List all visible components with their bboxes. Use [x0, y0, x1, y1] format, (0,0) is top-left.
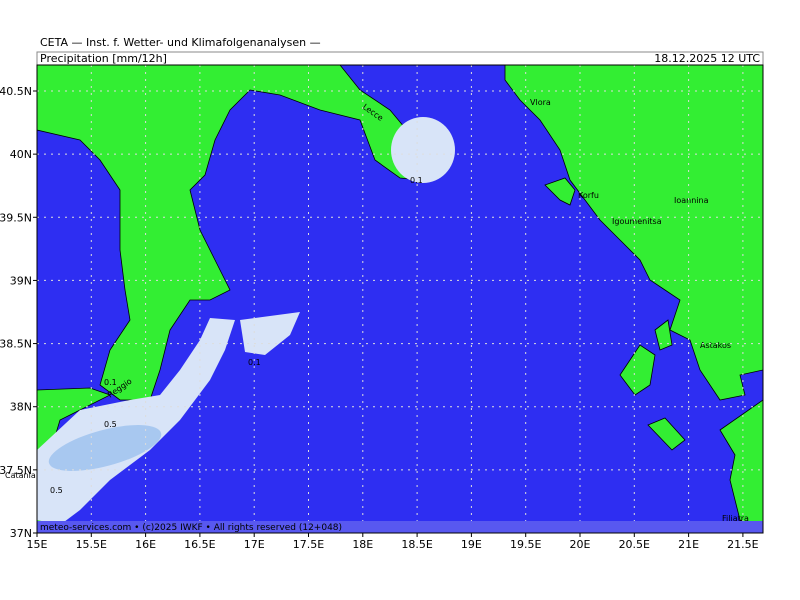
- italy: [36, 64, 421, 401]
- place-label: Vlora: [530, 98, 551, 107]
- lon-label: 19.5E: [510, 538, 541, 551]
- corfu: [544, 177, 576, 206]
- lon-label: 16E: [135, 538, 156, 551]
- lat-label: 38N: [10, 401, 32, 414]
- map-area: Lecce Vlora Korfu Igoumenitsa Ioannina A…: [5, 64, 764, 534]
- kefalonia: [619, 344, 656, 396]
- lat-label: 40.5N: [0, 85, 32, 98]
- contour-label: 0.1: [104, 378, 117, 387]
- lat-label: 37N: [10, 527, 32, 540]
- contour-label: 0.1: [248, 358, 261, 367]
- precip-area: [391, 117, 455, 183]
- lon-label: 19E: [461, 538, 482, 551]
- contour-label: 0.1: [410, 176, 423, 185]
- field-name: Precipitation [mm/12h]: [40, 52, 167, 65]
- place-label: Igoumenitsa: [612, 217, 662, 226]
- lon-label: 21.5E: [727, 538, 758, 551]
- place-label: Ioannina: [674, 196, 709, 205]
- contour-label: 0.5: [104, 420, 117, 429]
- lon-label: 15.5E: [76, 538, 107, 551]
- lon-label: 20.5E: [619, 538, 650, 551]
- lat-label: 38.5N: [0, 338, 32, 351]
- lon-label: 15E: [27, 538, 48, 551]
- lon-label: 18E: [352, 538, 373, 551]
- balkans: [504, 64, 764, 401]
- precip-area: [240, 312, 300, 355]
- lat-label: 39.5N: [0, 211, 32, 224]
- precip-area: [37, 318, 235, 525]
- place-label: Filiatra: [722, 514, 749, 523]
- map-frame: [36, 64, 764, 534]
- lefkada: [654, 319, 673, 351]
- lat-label: 37.5N: [0, 464, 32, 477]
- lon-label: 21E: [678, 538, 699, 551]
- lat-label: 40N: [10, 148, 32, 161]
- lon-label: 17E: [244, 538, 265, 551]
- footer-bar: [37, 521, 763, 533]
- place-label: Catania: [5, 471, 36, 480]
- valid-time: 18.12.2025 12 UTC: [654, 52, 760, 65]
- lat-label: 39N: [10, 274, 32, 287]
- footer: meteo-services.com • (c)2025 IWKF • All …: [40, 523, 342, 533]
- header-title: CETA — Inst. f. Wetter- und Klimafolgena…: [40, 36, 321, 49]
- place-label: Astakos: [700, 341, 731, 350]
- precip-area: [48, 425, 162, 471]
- contour-label: 0.5: [50, 486, 63, 495]
- lon-label: 16.5E: [184, 538, 215, 551]
- lon-label: 20E: [570, 538, 591, 551]
- zakynthos: [647, 417, 686, 451]
- lon-label: 18.5E: [401, 538, 432, 551]
- lon-label: 17.5E: [293, 538, 324, 551]
- place-label: Korfu: [578, 191, 599, 200]
